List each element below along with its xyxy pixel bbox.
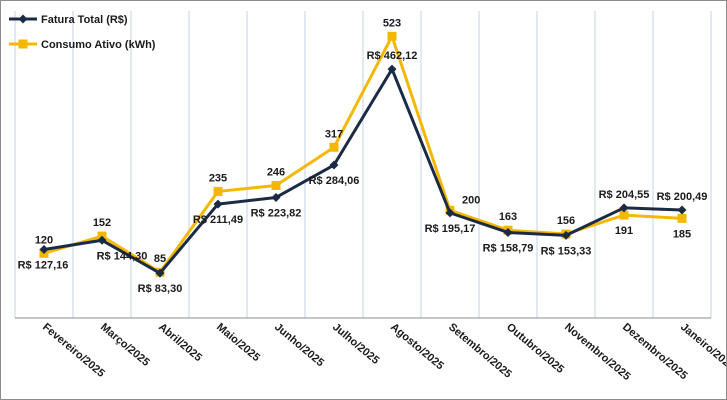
- data-labels: R$ 127,16 R$ 144,30 R$ 83,30 R$ 211,49 R$ 22…: [18, 17, 708, 295]
- data-label: R$ 195,17: [425, 223, 476, 235]
- data-label: 185: [673, 228, 691, 240]
- x-tick-label: Janeiro/2026: [678, 321, 726, 373]
- data-point: [329, 160, 339, 170]
- data-label: 235: [209, 172, 227, 184]
- data-label: 317: [325, 128, 343, 140]
- x-tick-label: Agosto/2025: [388, 321, 446, 372]
- data-label: R$ 153,33: [541, 245, 592, 257]
- data-label: R$ 127,16: [18, 260, 69, 272]
- data-label: 523: [383, 17, 401, 29]
- data-label: R$ 83,30: [138, 283, 183, 295]
- x-tick-label: Outubro/2025: [504, 321, 566, 376]
- data-label: 191: [615, 225, 633, 237]
- legend-label: Fatura Total (R$): [41, 14, 128, 26]
- data-label: R$ 200,49: [657, 191, 708, 203]
- data-point: [677, 205, 687, 215]
- data-point: [503, 227, 513, 237]
- legend-item: Fatura Total (R$): [9, 14, 128, 26]
- x-tick-label: Setembro/2025: [446, 321, 514, 381]
- data-label: R$ 462,12: [367, 50, 418, 62]
- data-label: R$ 223,82: [251, 207, 302, 219]
- data-label: R$ 211,49: [193, 214, 243, 226]
- data-point: [271, 181, 281, 191]
- series-group: [39, 31, 687, 278]
- legend-item: Consumo Ativo (kWh): [9, 39, 156, 51]
- data-label: 152: [93, 217, 111, 229]
- data-label: 120: [35, 234, 53, 246]
- data-point: [271, 192, 281, 202]
- data-label: 156: [557, 215, 575, 227]
- data-label: R$ 158,79: [483, 242, 534, 254]
- legend-marker: [18, 39, 28, 49]
- data-point: [97, 235, 107, 245]
- data-point: [39, 245, 49, 255]
- data-point: [619, 203, 629, 213]
- legend: Fatura Total (R$) Consumo Ativo (kWh): [9, 14, 156, 51]
- data-label: 200: [462, 194, 480, 206]
- x-tick-label: Junho/2025: [272, 321, 326, 369]
- data-point: [387, 64, 397, 74]
- data-label: R$ 284,06: [309, 175, 360, 187]
- x-tick-label: Março/2025: [98, 321, 152, 369]
- data-label: R$ 204,55: [599, 189, 650, 201]
- data-point: [387, 31, 397, 41]
- x-tick-label: Julho/2025: [330, 321, 381, 367]
- data-point: [329, 142, 339, 152]
- data-point: [213, 186, 223, 196]
- series-line: [43, 67, 683, 275]
- legend-marker: [18, 14, 28, 24]
- x-tick-label: Abril/2025: [156, 321, 204, 364]
- data-point: [213, 199, 223, 209]
- legend-label: Consumo Ativo (kWh): [41, 39, 156, 51]
- data-label: 85: [154, 253, 166, 265]
- gridlines: [14, 11, 712, 318]
- x-tick-label: Maio/2025: [214, 321, 262, 364]
- data-point: [445, 208, 455, 218]
- data-label: R$ 144,30: [97, 250, 148, 262]
- data-point: [155, 268, 165, 278]
- data-label: 246: [267, 167, 285, 179]
- data-point: [619, 210, 629, 220]
- x-tick-label: Fevereiro/2025: [40, 321, 107, 380]
- data-point: [561, 230, 571, 240]
- data-label: 163: [499, 211, 517, 223]
- data-point: [677, 213, 687, 223]
